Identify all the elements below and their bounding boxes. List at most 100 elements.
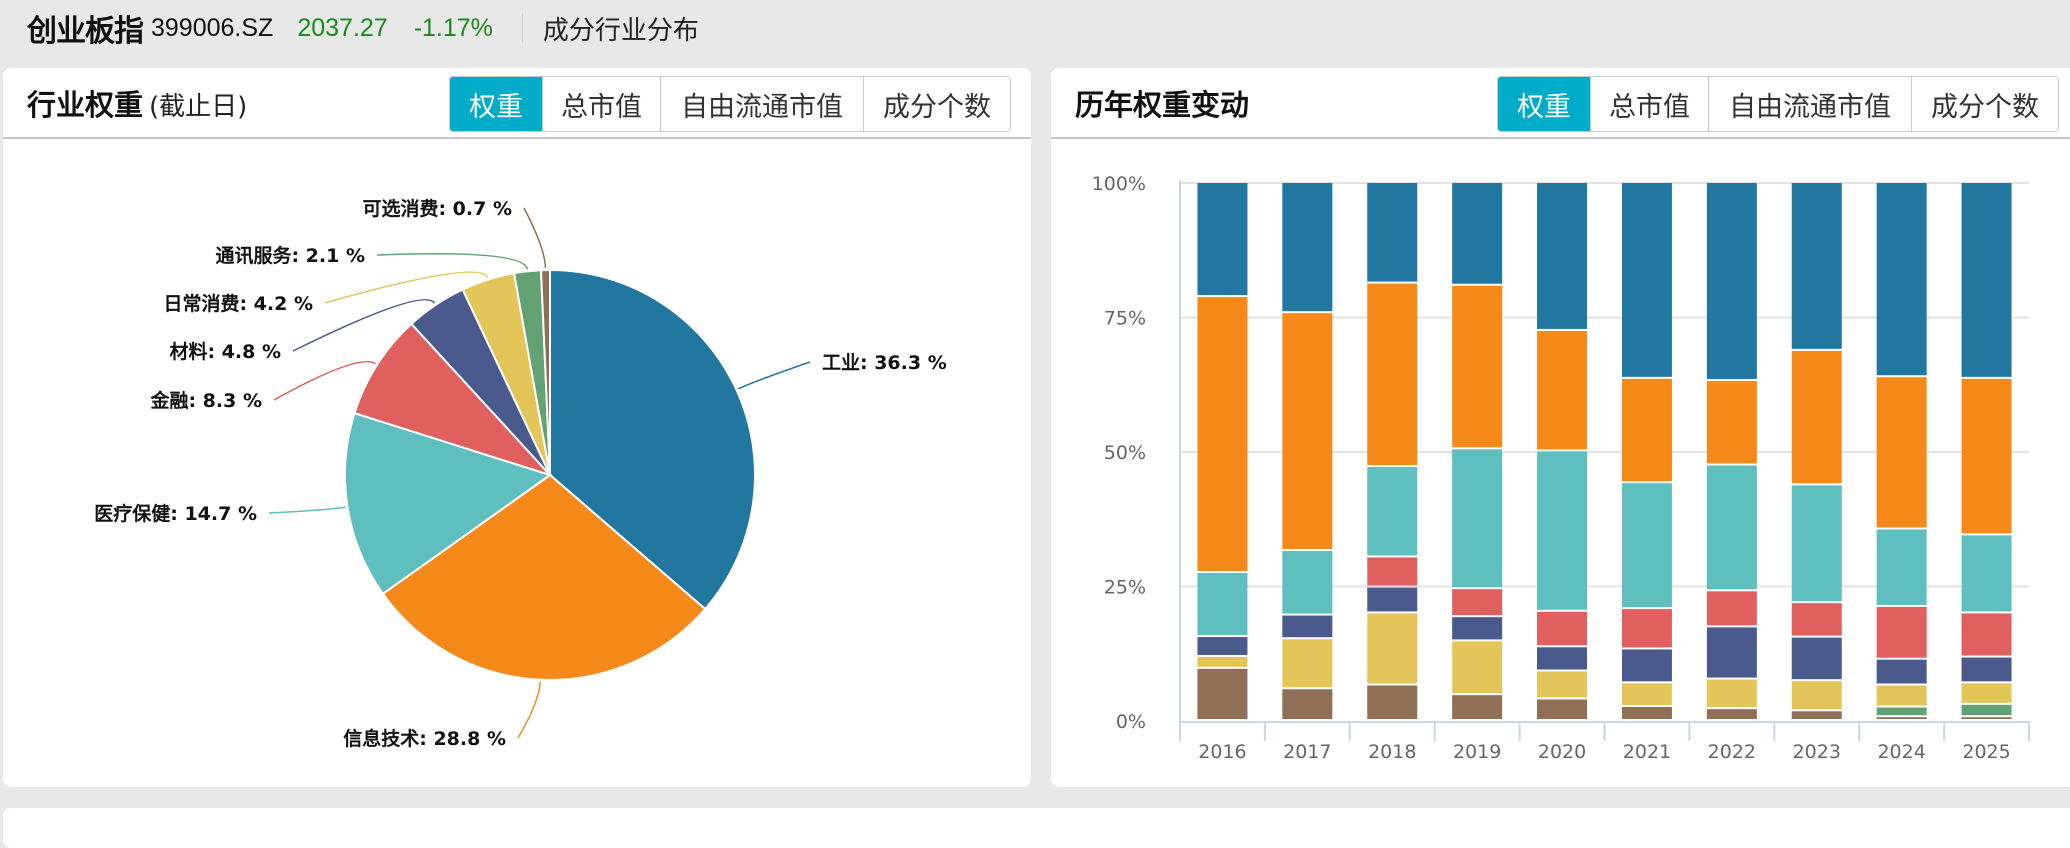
x-tick-label: 2022	[1708, 741, 1756, 763]
bar-segment[interactable]	[1706, 591, 1757, 626]
bar-segment[interactable]	[1452, 617, 1503, 640]
x-tick-label: 2019	[1453, 741, 1501, 763]
tab-constituent-count[interactable]: 成分个数	[863, 77, 1010, 131]
bar-segment[interactable]	[1791, 603, 1842, 636]
bar-segment[interactable]	[1367, 685, 1418, 719]
bar-segment[interactable]	[1876, 707, 1927, 716]
bar-segment[interactable]	[1791, 485, 1842, 602]
bar-segment[interactable]	[1282, 183, 1333, 312]
bar-segment[interactable]	[1537, 647, 1588, 670]
index-header: 创业板指 399006.SZ 2037.27 -1.17% 成分行业分布	[0, 0, 2070, 56]
pie-slice[interactable]	[549, 268, 756, 611]
bar-segment[interactable]	[1706, 709, 1757, 719]
bar-segment[interactable]	[1621, 649, 1672, 682]
bar-segment[interactable]	[1791, 183, 1842, 349]
bar-segment[interactable]	[1961, 378, 2012, 534]
bar-segment[interactable]	[1876, 529, 1927, 605]
bar-segment[interactable]	[1621, 707, 1672, 719]
tab-weight[interactable]: 权重	[450, 77, 542, 131]
bar-segment[interactable]	[1452, 641, 1503, 694]
bar-segment[interactable]	[1367, 587, 1418, 612]
panel-header: 行业权重 (截止日) 权重 总市值 自由流通市值 成分个数	[3, 68, 1031, 139]
bar-segment[interactable]	[1791, 350, 1842, 484]
bar-segment[interactable]	[1706, 679, 1757, 708]
bar-segment[interactable]	[1537, 671, 1588, 698]
bar-segment[interactable]	[1961, 183, 2012, 377]
bar-segment[interactable]	[1961, 657, 2012, 682]
bar-segment[interactable]	[1452, 183, 1503, 284]
bar-segment[interactable]	[1706, 465, 1757, 590]
bar-segment[interactable]	[1197, 183, 1248, 296]
bar-segment[interactable]	[1876, 606, 1927, 658]
yearly-weight-panel: 历年权重变动 权重 总市值 自由流通市值 成分个数 0% 25% 50% 75% 100…	[1051, 68, 2070, 787]
x-tick-label: 2020	[1538, 741, 1586, 763]
pie-slice[interactable]	[344, 411, 553, 596]
bar-segment[interactable]	[1282, 615, 1333, 638]
bar-segment[interactable]	[1791, 711, 1842, 719]
bar-segment[interactable]	[1791, 681, 1842, 710]
bar-segment[interactable]	[1197, 573, 1248, 636]
bar-segment[interactable]	[1537, 183, 1588, 329]
bar-segment[interactable]	[1537, 451, 1588, 610]
bar-segment[interactable]	[1621, 378, 1672, 482]
bar-segment[interactable]	[1197, 656, 1248, 667]
pie-label: 日常消费: 4.2 %	[163, 292, 313, 315]
bar-segment[interactable]	[1452, 449, 1503, 588]
bar-segment[interactable]	[1282, 689, 1333, 719]
leader-line	[268, 506, 346, 514]
bar-segment[interactable]	[1367, 283, 1418, 466]
x-tick-label: 2023	[1793, 741, 1841, 763]
next-panel	[3, 808, 2070, 848]
bar-segment[interactable]	[1876, 685, 1927, 706]
bar-segment[interactable]	[1621, 609, 1672, 648]
bar-segment[interactable]	[1452, 589, 1503, 616]
tab-weight[interactable]: 权重	[1498, 77, 1590, 131]
bar-segment[interactable]	[1961, 704, 2012, 716]
bar-segment[interactable]	[1621, 183, 1672, 377]
tab-constituent-count[interactable]: 成分个数	[1911, 77, 2058, 131]
bar-segment[interactable]	[1706, 380, 1757, 464]
bar-segment[interactable]	[1537, 699, 1588, 719]
bar-segment[interactable]	[1282, 313, 1333, 549]
bar-segment[interactable]	[1197, 637, 1248, 655]
bar-segment[interactable]	[1537, 330, 1588, 450]
panel-title-sub: (截止日)	[149, 92, 248, 122]
pie-slice[interactable]	[381, 473, 707, 681]
bar-segment[interactable]	[1197, 297, 1248, 572]
pie-slice[interactable]	[539, 268, 551, 476]
bar-segment[interactable]	[1197, 668, 1248, 719]
bar-segment[interactable]	[1876, 183, 1927, 376]
bar-segment[interactable]	[1876, 377, 1927, 528]
industry-weight-panel: 行业权重 (截止日) 权重 总市值 自由流通市值 成分个数 工业: 36.3 % 信…	[3, 68, 1031, 787]
bar-segment[interactable]	[1452, 695, 1503, 719]
x-tick-label: 2018	[1368, 741, 1416, 763]
bar-segment[interactable]	[1282, 639, 1333, 688]
bar-segment[interactable]	[1452, 285, 1503, 448]
bar-segment[interactable]	[1621, 483, 1672, 608]
leader-line	[292, 299, 436, 352]
bar-segment[interactable]	[1961, 535, 2012, 612]
bar-segment[interactable]	[1621, 683, 1672, 706]
bar-segment[interactable]	[1367, 467, 1418, 556]
bar-segment[interactable]	[1876, 659, 1927, 684]
bar-segment[interactable]	[1706, 183, 1757, 379]
panel-title-text: 历年权重变动	[1075, 88, 1250, 122]
y-tick-label: 50%	[1104, 442, 1146, 464]
bar-segment[interactable]	[1961, 717, 2012, 719]
bar-segment[interactable]	[1876, 717, 1927, 719]
tab-total-market-cap[interactable]: 总市值	[542, 77, 660, 131]
tab-total-market-cap[interactable]: 总市值	[1590, 77, 1708, 131]
bar-segment[interactable]	[1367, 557, 1418, 586]
tab-free-float-market-cap[interactable]: 自由流通市值	[660, 77, 863, 131]
bar-segment[interactable]	[1367, 183, 1418, 282]
bar-segment[interactable]	[1537, 611, 1588, 646]
bar-segment[interactable]	[1282, 550, 1333, 614]
tab-free-float-market-cap[interactable]: 自由流通市值	[1708, 77, 1911, 131]
bar-segment[interactable]	[1961, 613, 2012, 656]
bar-segment[interactable]	[1706, 627, 1757, 678]
index-change-percent: -1.17%	[413, 13, 493, 42]
bar-segment[interactable]	[1791, 637, 1842, 680]
pie-slice[interactable]	[353, 322, 554, 478]
bar-segment[interactable]	[1961, 683, 2012, 703]
bar-segment[interactable]	[1367, 613, 1418, 684]
